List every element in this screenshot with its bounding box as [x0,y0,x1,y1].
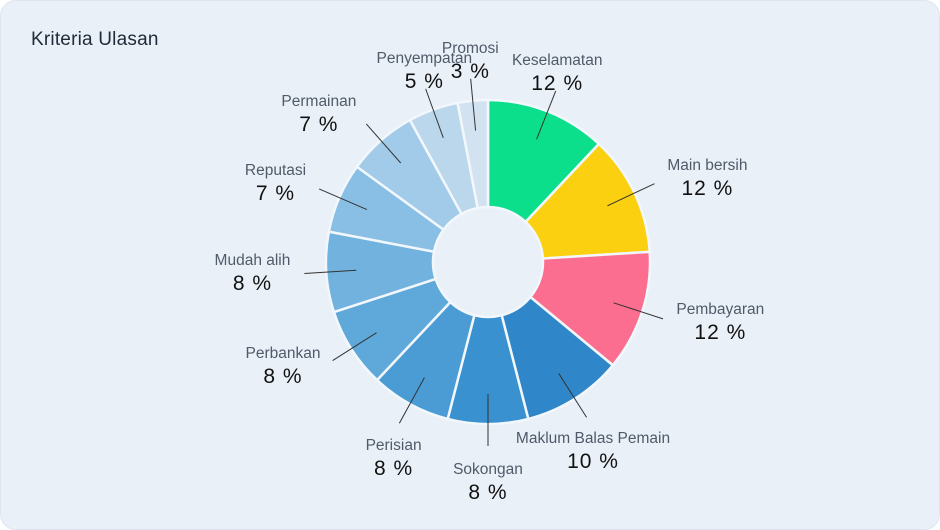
pie-slice-promosi[interactable] [456,98,490,210]
label-leader-line [536,90,557,140]
label-leader-line [607,183,655,207]
label-leader-line [558,373,588,418]
label-leader-line [470,78,477,131]
chart-title: Kriteria Ulasan [31,29,159,50]
pie-slice-pembayaran[interactable] [528,250,652,368]
pie-slice-keselamatan[interactable] [486,98,601,224]
label-leader-line [425,88,444,138]
label-leader-line [398,377,425,424]
label-leader-line [304,269,357,275]
label-leader-line [365,123,402,164]
label-leader-line [332,332,377,362]
label-leader-line [613,302,664,320]
pie-slice-main-bersih[interactable] [523,142,652,260]
label-leader-line [318,188,368,211]
